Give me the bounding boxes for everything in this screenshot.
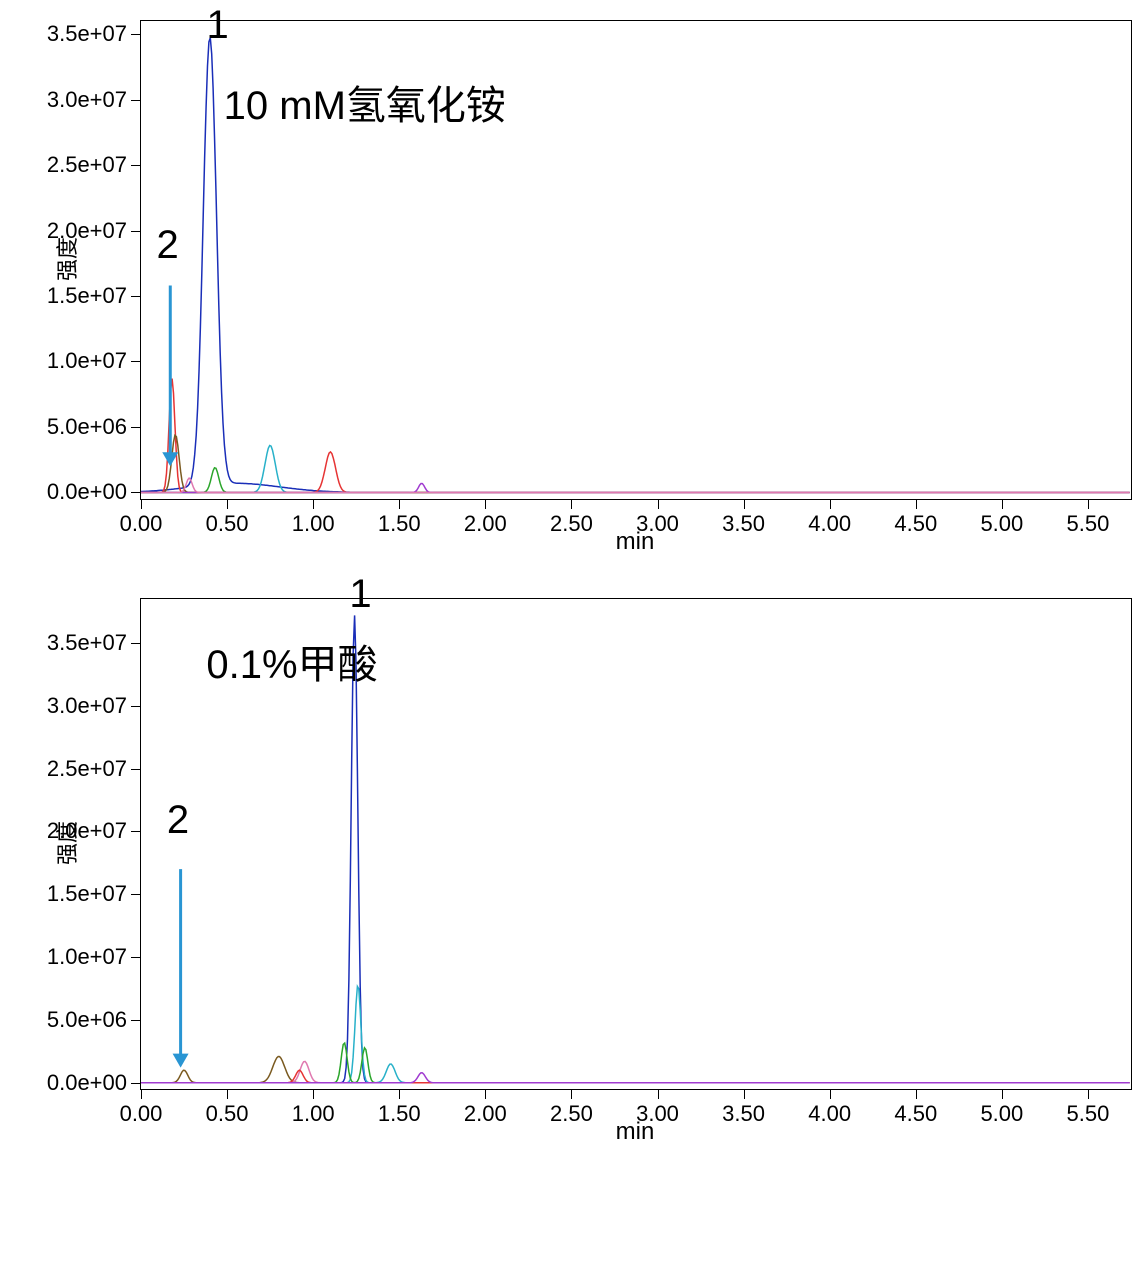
peak-label-2: 2	[157, 223, 179, 268]
x-tick-label: 1.50	[378, 499, 421, 537]
chart-title: 10 mM氢氧化铵	[224, 73, 506, 131]
y-tick-label: 2.5e+07	[47, 756, 141, 782]
y-tick-label: 5.0e+06	[47, 414, 141, 440]
x-tick-label: 0.00	[120, 499, 163, 537]
peak-label-2: 2	[167, 798, 189, 843]
chart-title: 0.1%甲酸	[206, 632, 377, 690]
y-tick-label: 3.0e+07	[47, 87, 141, 113]
peak-label-1: 1	[206, 3, 228, 48]
x-tick-label: 4.50	[894, 1089, 937, 1127]
y-tick-label: 1.0e+07	[47, 348, 141, 374]
x-axis-label: min	[616, 1118, 655, 1146]
plot-area: 0.0e+005.0e+061.0e+071.5e+072.0e+072.5e+…	[140, 20, 1132, 500]
trace	[141, 446, 1130, 493]
x-tick-label: 4.00	[808, 1089, 851, 1127]
y-tick-label: 1.5e+07	[47, 881, 141, 907]
y-axis-label: 强度	[50, 237, 82, 281]
x-tick-label: 0.50	[206, 1089, 249, 1127]
x-tick-label: 5.00	[980, 1089, 1023, 1127]
x-tick-label: 2.50	[550, 499, 593, 537]
trace	[141, 379, 1130, 493]
x-tick-label: 3.50	[722, 1089, 765, 1127]
trace	[141, 1057, 1130, 1083]
peak-label-1: 1	[349, 572, 371, 617]
chromatogram-panel-top: 0.0e+005.0e+061.0e+071.5e+072.0e+072.5e+…	[140, 20, 1130, 498]
trace	[141, 1062, 1130, 1083]
x-tick-label: 5.50	[1067, 1089, 1110, 1127]
y-tick-label: 1.5e+07	[47, 283, 141, 309]
x-tick-label: 4.00	[808, 499, 851, 537]
y-tick-label: 1.0e+07	[47, 944, 141, 970]
chromatogram-panel-bottom: 0.0e+005.0e+061.0e+071.5e+072.0e+072.5e+…	[140, 598, 1130, 1088]
y-axis-label: 强度	[50, 821, 82, 865]
x-tick-label: 1.00	[292, 1089, 335, 1127]
x-tick-label: 4.50	[894, 499, 937, 537]
y-tick-label: 3.5e+07	[47, 21, 141, 47]
chromatogram-figure: 0.0e+005.0e+061.0e+071.5e+072.0e+072.5e+…	[20, 20, 1121, 1088]
trace	[141, 435, 1130, 492]
x-tick-label: 5.50	[1067, 499, 1110, 537]
trace	[141, 478, 1130, 492]
y-tick-label: 3.5e+07	[47, 630, 141, 656]
y-tick-label: 5.0e+06	[47, 1007, 141, 1033]
y-tick-label: 2.5e+07	[47, 152, 141, 178]
trace	[141, 987, 1130, 1083]
x-tick-label: 5.00	[980, 499, 1023, 537]
x-tick-label: 1.50	[378, 1089, 421, 1127]
arrow-head-icon	[162, 452, 178, 466]
x-tick-label: 1.00	[292, 499, 335, 537]
x-tick-label: 2.50	[550, 1089, 593, 1127]
arrow-head-icon	[173, 1054, 189, 1068]
x-tick-label: 0.00	[120, 1089, 163, 1127]
x-tick-label: 0.50	[206, 499, 249, 537]
x-tick-label: 3.50	[722, 499, 765, 537]
x-tick-label: 2.00	[464, 499, 507, 537]
x-tick-label: 2.00	[464, 1089, 507, 1127]
plot-area: 0.0e+005.0e+061.0e+071.5e+072.0e+072.5e+…	[140, 598, 1132, 1090]
x-axis-label: min	[616, 528, 655, 556]
y-tick-label: 3.0e+07	[47, 693, 141, 719]
